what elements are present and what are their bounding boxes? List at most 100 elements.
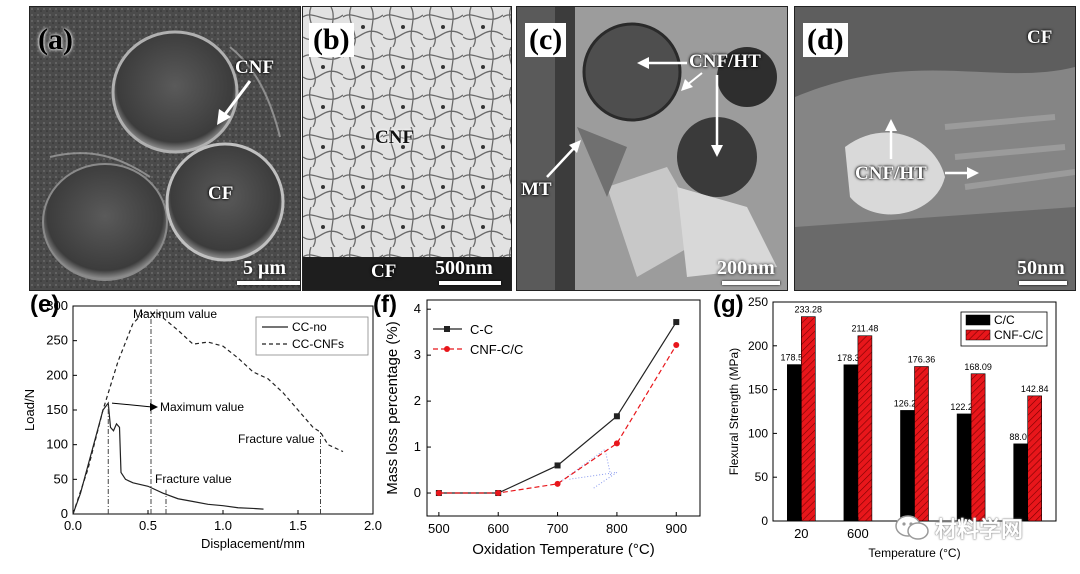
x-axis-label-f: Oxidation Temperature (°C) xyxy=(472,541,654,558)
arrows-c xyxy=(546,57,723,178)
scale-bar-b xyxy=(439,281,501,285)
bar-cnf-c-c xyxy=(970,373,986,522)
y-tick-label-e: 50 xyxy=(54,471,68,486)
data-point-cnf-c-c xyxy=(435,490,442,497)
panel-label-e: (e) xyxy=(30,291,59,318)
y-tick-label-g: 150 xyxy=(748,383,768,397)
y-tick-label-f: 4 xyxy=(414,301,421,316)
micrograph-b: (b) CNF CF 500nm xyxy=(302,6,512,291)
x-tick-label-f: 500 xyxy=(428,521,450,536)
x-tick-label-f: 800 xyxy=(606,521,628,536)
x-tick-label-f: 700 xyxy=(547,521,569,536)
annotation-cnf-a: CNF xyxy=(235,57,275,78)
x-tick-label-f: 600 xyxy=(487,521,509,536)
panel-label-c: (c) xyxy=(525,23,567,57)
annotation-cf-a: CF xyxy=(208,183,234,204)
bar-cnf-c-c xyxy=(800,316,816,522)
bar-cnf-c-c xyxy=(914,366,929,522)
marker-label-max-cnfs: Maximum value xyxy=(133,307,217,321)
series-line-cc-no xyxy=(72,401,264,515)
legend-marker xyxy=(444,346,450,352)
data-point-cnf-c-c xyxy=(613,440,620,447)
annotation-cnf-ht-c: CNF/HT xyxy=(689,51,761,72)
y-tick-label-g: 200 xyxy=(748,339,768,353)
bar-value-label: 142.84 xyxy=(1021,384,1049,394)
y-tick-label-e: 100 xyxy=(46,437,68,452)
panel-label-f: (f) xyxy=(373,291,397,318)
y-tick-label-f: 3 xyxy=(414,347,421,362)
annotation-cnf-ht-d: CNF/HT xyxy=(855,163,927,184)
bar-value-label: 122.24 xyxy=(950,402,978,412)
arrows-d xyxy=(885,119,979,179)
legend-box-e xyxy=(255,316,369,356)
y-tick-label-g: 0 xyxy=(761,514,768,528)
y-axis-label-e: Load/N xyxy=(22,389,37,431)
bar-value-label: 88.07 xyxy=(1009,432,1032,442)
data-point-cnf-c-c xyxy=(554,480,561,487)
x-tick-label-g: 20 xyxy=(794,526,808,541)
x-tick-label-g: 600 xyxy=(847,526,869,541)
data-point-c-c xyxy=(613,413,620,420)
legend-label-cc-no: CC-no xyxy=(292,320,327,334)
bar-value-label: 168.09 xyxy=(964,362,992,372)
y-tick-label-f: 2 xyxy=(414,393,421,408)
x-tick-label-e: 0.5 xyxy=(139,518,157,533)
bar-c-c xyxy=(900,410,915,522)
legend-swatch-g xyxy=(965,329,991,341)
marker-label-max-no: Maximum value xyxy=(160,400,244,414)
bar-value-label: 176.36 xyxy=(908,355,936,365)
watermark-text: 材料学网 xyxy=(935,518,1024,543)
bar-value-label: 178.34 xyxy=(837,353,865,363)
micrograph-a: (a) CNF CF 5 μm xyxy=(29,6,301,291)
plot-frame-f xyxy=(426,299,701,517)
panel-label-d: (d) xyxy=(803,23,848,57)
y-tick-label-e: 300 xyxy=(46,298,68,313)
legend-label-cnf-c-c: CNF-C/C xyxy=(994,328,1044,342)
bar-cnf-c-c xyxy=(1027,395,1042,522)
y-tick-label-e: 0 xyxy=(61,506,68,521)
bar-c-c xyxy=(786,364,802,522)
scale-label-b: 500nm xyxy=(435,257,493,279)
x-tick-label-e: 1.0 xyxy=(214,518,232,533)
data-point-cnf-c-c xyxy=(673,342,680,349)
panel-label-b: (b) xyxy=(309,23,354,57)
bar-value-label: 126.24 xyxy=(894,398,922,408)
micrograph-a-image xyxy=(30,7,300,290)
annotation-cf-d: CF xyxy=(1027,27,1053,48)
data-point-c-c xyxy=(673,319,680,326)
marker-label-fracture-no: Fracture value xyxy=(155,472,232,486)
micrograph-c-image xyxy=(517,7,787,290)
scale-label-a: 5 μm xyxy=(243,257,286,279)
legend-label-cc-cnfs: CC-CNFs xyxy=(292,337,344,351)
y-axis-label-f: Mass loss percentage (%) xyxy=(384,321,401,494)
arrow-icon xyxy=(217,80,252,125)
legend-label-c-c: C-C xyxy=(470,322,493,337)
legend-label-c-c: C/C xyxy=(994,313,1015,327)
y-tick-label-e: 250 xyxy=(46,333,68,348)
annotation-cnf-b: CNF xyxy=(375,127,415,148)
bar-value-label: 233.28 xyxy=(795,305,823,315)
scale-bar-d xyxy=(1019,281,1067,285)
legend-swatch-g xyxy=(965,314,991,326)
arrow-icon xyxy=(150,403,158,411)
series-line-cnf-c/c xyxy=(438,344,677,494)
guide-line xyxy=(569,471,618,489)
bar-value-label: 178.55 xyxy=(781,353,809,363)
x-tick-label-e: 0.0 xyxy=(64,518,82,533)
annotation-cf-b: CF xyxy=(371,261,397,282)
x-tick-label-e: 1.5 xyxy=(289,518,307,533)
x-tick-label-e: 2.0 xyxy=(364,518,382,533)
legend-label-cnf-c/c: CNF-C/C xyxy=(470,342,523,357)
bar-cnf-c-c xyxy=(857,335,873,522)
legend-marker xyxy=(444,326,450,332)
bar-c-c xyxy=(843,364,859,522)
watermark: 材料学网 xyxy=(895,512,1023,544)
annotation-mt-c: MT xyxy=(521,179,552,200)
micrograph-c: (c) CNF/HT MT 200nm xyxy=(516,6,788,291)
bar-c-c xyxy=(956,413,972,522)
y-tick-label-g: 250 xyxy=(748,295,768,309)
panel-label-a: (a) xyxy=(38,23,73,56)
y-axis-label-g: Flexural Strength (MPa) xyxy=(727,348,741,475)
panel-label-g: (g) xyxy=(713,291,744,318)
scale-bar-a xyxy=(237,281,300,285)
